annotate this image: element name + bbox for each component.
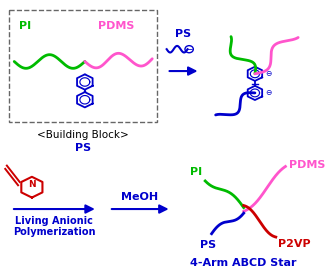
Text: PS: PS xyxy=(75,144,91,153)
Text: MeOH: MeOH xyxy=(122,192,159,202)
Text: N: N xyxy=(28,180,36,189)
Text: <Building Block>: <Building Block> xyxy=(37,130,129,140)
Text: 4-Arm ABCD Star: 4-Arm ABCD Star xyxy=(190,258,297,268)
Text: Polymerization: Polymerization xyxy=(13,227,96,237)
Text: Living Anionic: Living Anionic xyxy=(15,216,93,226)
Text: PI: PI xyxy=(190,167,202,177)
Text: ⊖: ⊖ xyxy=(265,69,272,78)
Text: −: − xyxy=(185,45,193,54)
Text: PDMS: PDMS xyxy=(289,160,325,170)
Text: ⊖: ⊖ xyxy=(265,88,272,97)
Text: P2VP: P2VP xyxy=(278,238,311,249)
Text: PS: PS xyxy=(175,29,191,39)
Text: PI: PI xyxy=(19,20,31,31)
Text: PS: PS xyxy=(200,240,216,250)
Text: PDMS: PDMS xyxy=(98,20,134,31)
